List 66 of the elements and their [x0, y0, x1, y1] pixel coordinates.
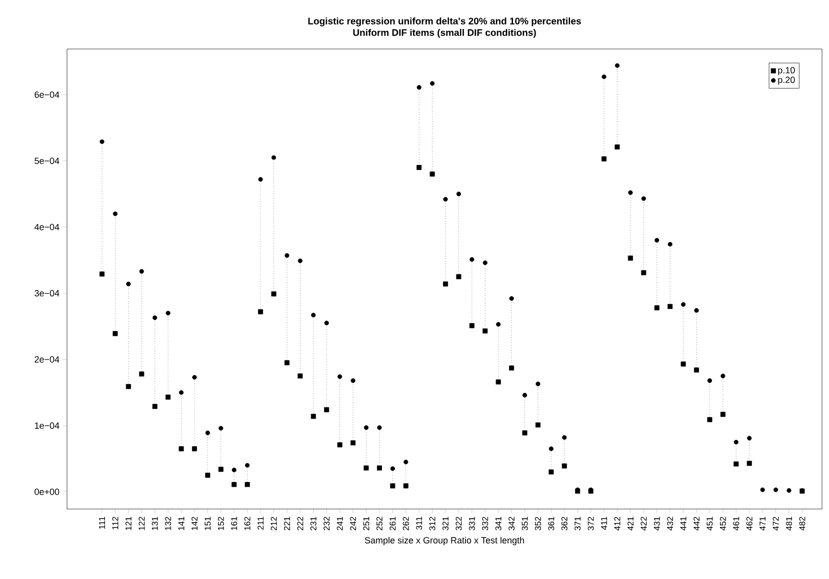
- x-tick-label: 121: [125, 516, 132, 530]
- x-tick-label: 331: [468, 516, 475, 530]
- x-tick-label: 422: [640, 516, 647, 530]
- y-tick-label: 6e−04: [34, 91, 60, 98]
- x-tick-label: 142: [192, 516, 198, 530]
- x-tick-label: 462: [746, 516, 752, 530]
- x-tick-label: 152: [218, 516, 224, 530]
- x-tick-label: 341: [495, 516, 502, 530]
- x-tick-label: 161: [231, 516, 238, 530]
- x-tick-label: 262: [402, 516, 409, 530]
- x-tick-label: 342: [508, 516, 515, 530]
- x-tick-label: 221: [284, 516, 290, 530]
- x-tick-label: 162: [244, 516, 250, 530]
- x-tick-label: 352: [534, 516, 541, 530]
- chart-title: Logistic regression uniform delta's 20% and 10% percentiles: [308, 17, 581, 26]
- x-tick-label: 432: [667, 516, 674, 530]
- legend-label: p.10: [778, 66, 795, 76]
- x-tick-label: 461: [733, 516, 740, 530]
- x-tick-label: 311: [416, 516, 422, 530]
- x-axis-title: Sample size x Group Ratio x Test length: [364, 536, 524, 546]
- x-tick-label: 452: [720, 516, 726, 530]
- x-tick-label: 431: [654, 516, 660, 530]
- y-tick-label: 0e+00: [34, 488, 60, 495]
- y-tick-label: 1e−04: [34, 422, 60, 429]
- x-tick-label: 362: [561, 516, 568, 530]
- x-tick-label: 261: [390, 516, 396, 530]
- x-tick-label: 222: [297, 516, 304, 530]
- x-tick-label: 481: [786, 516, 792, 530]
- x-tick-label: 151: [204, 516, 211, 530]
- legend-label: p.20: [778, 76, 795, 85]
- x-tick-label: 112: [112, 516, 118, 530]
- x-tick-label: 321: [442, 516, 449, 530]
- x-tick-label: 351: [522, 516, 528, 530]
- x-tick-label: 252: [376, 516, 382, 530]
- y-tick-label: 4e−04: [34, 224, 60, 230]
- x-tick-label: 472: [772, 516, 779, 530]
- x-tick-label: 451: [706, 516, 713, 530]
- x-tick-label: 231: [310, 516, 316, 530]
- x-tick-label: 242: [350, 516, 356, 530]
- x-tick-label: 421: [627, 516, 634, 530]
- y-tick-label: 5e−04: [34, 158, 60, 164]
- x-tick-label: 241: [336, 516, 343, 530]
- x-tick-label: 322: [456, 516, 462, 530]
- x-tick-label: 482: [799, 516, 806, 530]
- x-tick-label: 251: [363, 516, 370, 530]
- x-tick-label: 441: [680, 516, 686, 530]
- x-tick-label: 442: [694, 516, 700, 530]
- x-tick-label: 211: [258, 516, 264, 530]
- y-tick-label: 3e−04: [34, 290, 60, 296]
- y-tick-label: 2e−04: [34, 356, 60, 363]
- x-tick-label: 312: [429, 516, 436, 530]
- x-tick-label: 371: [574, 516, 581, 530]
- x-tick-label: 131: [152, 516, 158, 530]
- x-tick-label: 372: [588, 516, 594, 530]
- x-tick-label: 132: [165, 516, 172, 530]
- x-tick-label: 122: [138, 516, 145, 530]
- x-tick-label: 412: [614, 516, 620, 530]
- x-tick-label: 411: [601, 516, 607, 530]
- x-tick-label: 332: [482, 516, 488, 530]
- x-tick-label: 471: [760, 516, 766, 530]
- chart-subtitle: Uniform DIF items (small DIF conditions): [353, 28, 536, 38]
- x-tick-label: 141: [178, 516, 184, 530]
- x-tick-label: 212: [270, 516, 277, 530]
- x-tick-label: 361: [548, 516, 554, 530]
- x-tick-label: 111: [99, 516, 105, 529]
- x-tick-label: 232: [324, 516, 330, 530]
